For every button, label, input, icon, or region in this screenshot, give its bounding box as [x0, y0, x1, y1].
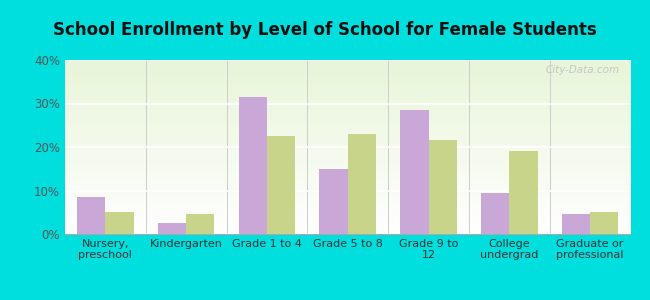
Bar: [105, 212, 134, 234]
Bar: [481, 193, 510, 234]
Bar: [400, 110, 428, 234]
Text: School Enrollment by Level of School for Female Students: School Enrollment by Level of School for…: [53, 21, 597, 39]
Text: City-Data.com: City-Data.com: [545, 65, 619, 75]
Bar: [562, 214, 590, 234]
Bar: [590, 212, 618, 234]
Bar: [158, 223, 186, 234]
Bar: [239, 97, 267, 234]
Bar: [510, 152, 538, 234]
Bar: [428, 140, 457, 234]
Bar: [267, 136, 295, 234]
Bar: [348, 134, 376, 234]
Bar: [186, 214, 214, 234]
Bar: [77, 197, 105, 234]
Bar: [320, 169, 348, 234]
